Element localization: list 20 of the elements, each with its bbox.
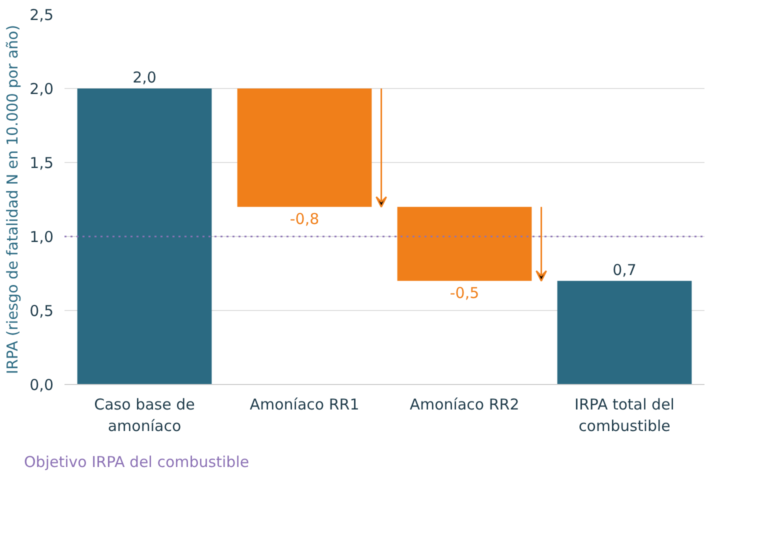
- bar: [237, 88, 372, 207]
- bar: [77, 88, 212, 384]
- data-label: 2,0: [132, 68, 156, 86]
- y-axis-title: IRPA (riesgo de fatalidad N en 10.000 por año): [4, 24, 22, 374]
- y-tick-label: 1,5: [30, 154, 54, 172]
- ref-line-label: Objetivo IRPA del combustible: [24, 453, 250, 471]
- data-label: 0,7: [612, 260, 636, 279]
- data-label: -0,5: [450, 284, 480, 302]
- y-tick-label: 2,0: [30, 80, 54, 98]
- bar: [557, 280, 692, 384]
- y-tick-label: 0,0: [30, 376, 54, 394]
- x-tick-label: Amoníaco RR1: [250, 396, 360, 414]
- y-tick-label: 2,5: [30, 6, 54, 24]
- data-label: -0,8: [290, 210, 320, 228]
- x-tick-label: IRPA total del combustible: [574, 396, 674, 436]
- y-tick-label: 1,0: [30, 228, 54, 246]
- x-tick-label: Caso base de amoníaco: [94, 396, 195, 436]
- bar: [397, 206, 532, 281]
- x-tick-label: Amoníaco RR2: [410, 396, 520, 414]
- y-tick-label: 0,5: [30, 302, 54, 320]
